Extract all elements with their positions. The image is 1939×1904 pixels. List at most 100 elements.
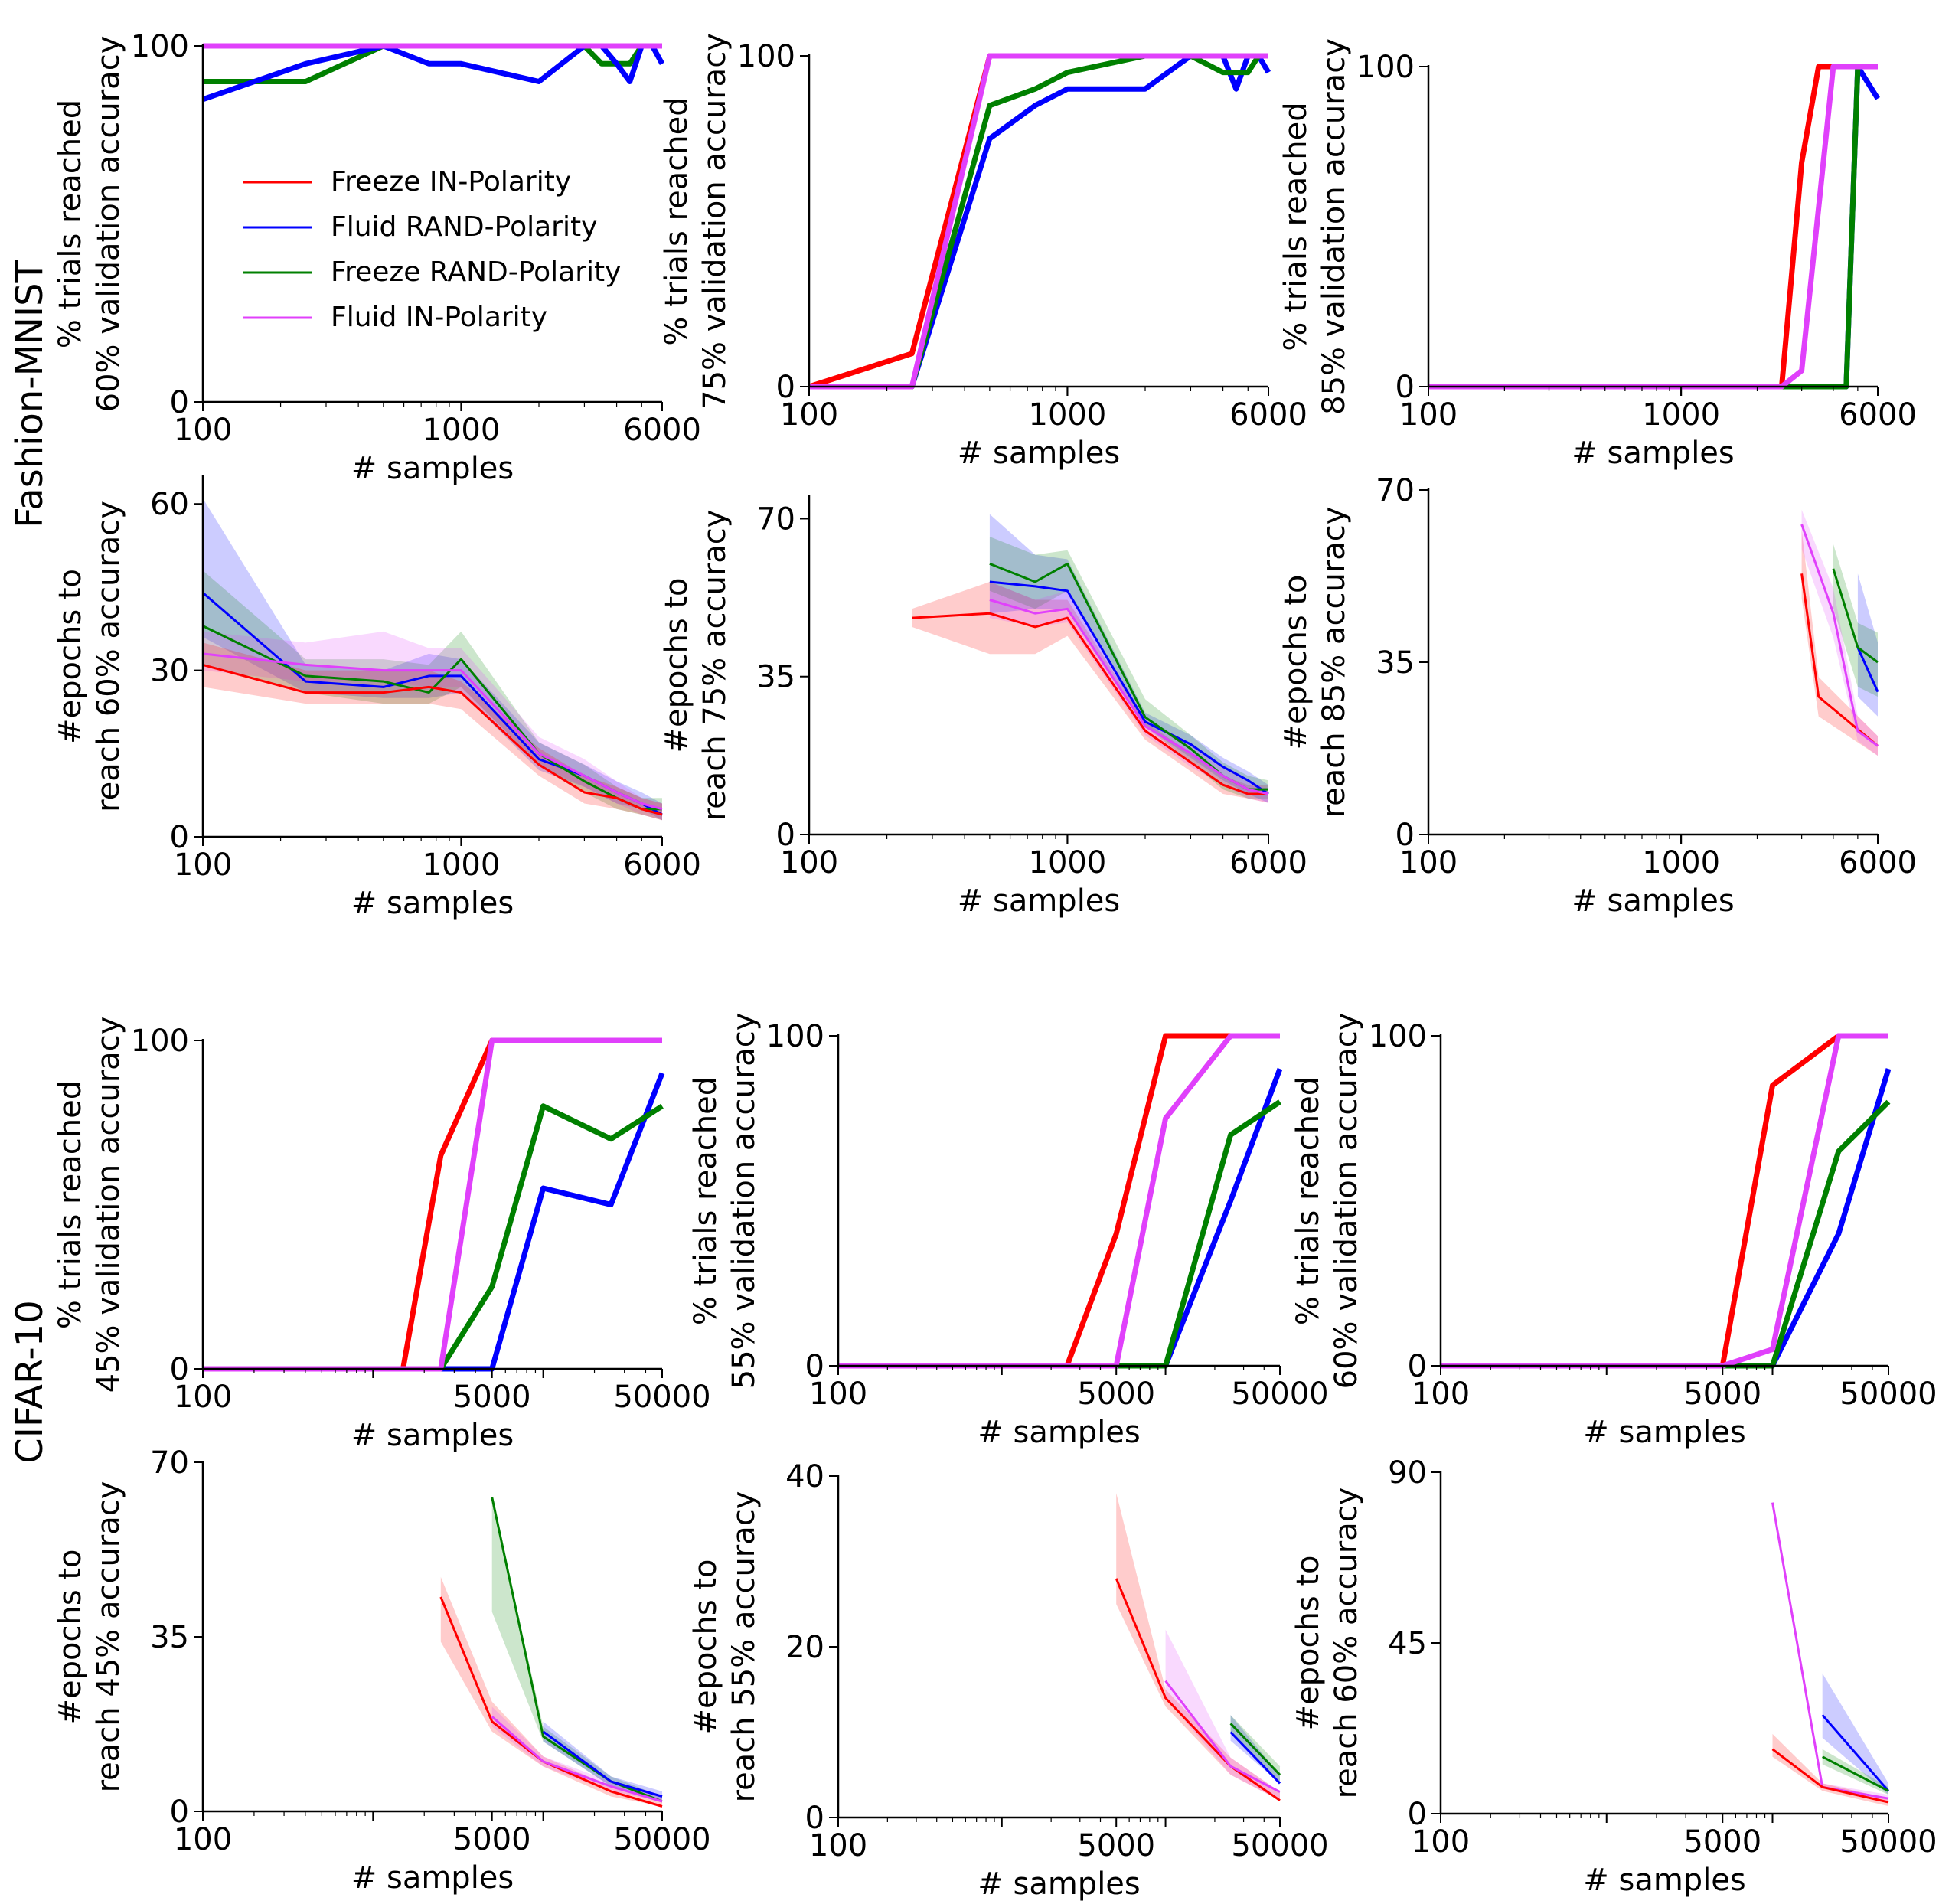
x-axis-label: # samples — [1572, 883, 1735, 919]
y-axis-label: % trials reached — [1291, 1076, 1326, 1325]
subplot-p30: 100 5000 50000 0 35 70 # samples #epochs to reac… — [53, 1445, 711, 1896]
subplot-p32: 100 5000 50000 0 45 90 # samples #epochs to reac… — [1291, 1455, 1937, 1898]
x-tick-label: 100 — [809, 1377, 867, 1412]
x-axis-label: # samples — [978, 1866, 1141, 1902]
x-axis-label: # samples — [958, 883, 1121, 919]
x-tick-label: 100 — [1399, 397, 1458, 433]
legend-label-fluid-rand: Fluid RAND-Polarity — [331, 211, 597, 243]
y-axis-label: % trials reached — [659, 96, 694, 345]
y-axis-label: % trials reached — [1278, 102, 1314, 351]
y-axis-label: #epochs to — [1278, 574, 1314, 750]
line-freeze_in — [1428, 64, 1878, 390]
y-tick-label: 100 — [737, 39, 795, 74]
y-tick-label: 70 — [150, 1445, 189, 1481]
x-axis-label: # samples — [351, 451, 514, 486]
x-tick-label: 1000 — [1029, 845, 1107, 880]
band-freeze_in — [440, 1576, 662, 1807]
x-axis-label: # samples — [1583, 1415, 1746, 1450]
y-axis-label: 60% validation accuracy — [91, 36, 126, 413]
x-tick-label: 50000 — [613, 1380, 710, 1415]
line-freeze_rand — [1441, 1099, 1891, 1369]
y-tick-label: 45 — [1388, 1626, 1427, 1661]
line-fluid_rand — [809, 53, 1271, 390]
y-tick-label: 40 — [785, 1459, 824, 1494]
band-fluid_in — [203, 631, 662, 821]
x-axis-label: # samples — [351, 1418, 514, 1453]
y-tick-label: 20 — [785, 1630, 824, 1665]
x-tick-label: 100 — [174, 1822, 232, 1857]
line-freeze_rand — [1832, 568, 1879, 664]
band-fluid_in — [989, 582, 1268, 803]
line-fluid_in — [202, 652, 663, 811]
line-fluid_rand — [542, 1730, 663, 1798]
legend-label-freeze-rand: Freeze RAND-Polarity — [331, 256, 621, 288]
x-tick-label: 100 — [1412, 1824, 1470, 1860]
line-fluid_rand — [838, 1067, 1283, 1369]
x-tick-label: 6000 — [623, 413, 701, 448]
x-tick-label: 1000 — [1642, 397, 1720, 433]
line-fluid_in — [1800, 524, 1879, 747]
line-freeze_in — [203, 1037, 662, 1372]
line-freeze_in — [202, 663, 663, 816]
band-fluid_rand — [203, 498, 662, 821]
y-axis-label: #epochs to — [53, 569, 88, 744]
x-tick-label: 50000 — [1231, 1828, 1328, 1863]
y-tick-label: 0 — [170, 820, 189, 855]
x-axis-label: # samples — [1572, 436, 1735, 471]
x-axis-label: # samples — [351, 886, 514, 921]
x-tick-label: 100 — [174, 413, 232, 448]
band-fluid_in — [1165, 1629, 1280, 1801]
line-fluid_in — [1164, 1680, 1281, 1793]
x-tick-label: 1000 — [423, 413, 501, 448]
line-freeze_rand — [1229, 1723, 1281, 1776]
x-axis-label: # samples — [1583, 1863, 1746, 1898]
line-fluid_rand — [203, 1072, 665, 1372]
x-tick-label: 100 — [780, 397, 838, 433]
band-fluid_rand — [989, 514, 1268, 803]
y-tick-label: 0 — [1408, 1349, 1427, 1384]
x-tick-label: 6000 — [1229, 845, 1307, 880]
y-axis-label: reach 60% accuracy — [1329, 1488, 1364, 1799]
x-tick-label: 1000 — [1029, 397, 1107, 433]
y-tick-label: 70 — [756, 501, 795, 537]
subplot-p12: 100 1000 6000 0 35 70 # samples #epochs to reach… — [1278, 473, 1917, 919]
line-freeze_in — [1115, 1578, 1281, 1801]
y-tick-label: 35 — [1376, 645, 1415, 681]
y-tick-label: 100 — [1356, 50, 1415, 85]
y-tick-label: 35 — [756, 660, 795, 695]
line-freeze_rand — [838, 1099, 1281, 1369]
row-label-cifar-10: CIFAR-10 — [8, 1300, 51, 1464]
y-tick-label: 0 — [170, 385, 189, 420]
x-tick-label: 100 — [809, 1828, 867, 1863]
x-axis-label: # samples — [351, 1860, 514, 1896]
band-freeze_in — [203, 642, 662, 821]
y-axis-label: #epochs to — [659, 577, 694, 753]
x-tick-label: 50000 — [1839, 1824, 1937, 1860]
line-freeze_rand — [491, 1497, 663, 1803]
y-axis-label: 85% validation accuracy — [1317, 38, 1352, 415]
subplot-p11: 100 1000 6000 0 35 70 # samples #epochs to reach… — [659, 495, 1307, 919]
y-axis-label: 75% validation accuracy — [697, 33, 733, 410]
y-axis-label: % trials reached — [53, 100, 88, 348]
x-tick-label: 100 — [174, 1380, 232, 1415]
y-tick-label: 60 — [150, 487, 189, 522]
x-tick-label: 5000 — [453, 1822, 531, 1857]
y-tick-label: 0 — [805, 1349, 824, 1384]
x-tick-label: 1000 — [1642, 845, 1720, 880]
x-tick-label: 5000 — [453, 1380, 531, 1415]
x-tick-label: 5000 — [1683, 1824, 1761, 1860]
x-tick-label: 100 — [174, 847, 232, 883]
y-tick-label: 100 — [766, 1019, 824, 1054]
y-axis-label: 45% validation accuracy — [91, 1017, 126, 1393]
line-freeze_rand — [1822, 1755, 1889, 1792]
x-tick-label: 5000 — [1683, 1377, 1761, 1412]
y-tick-label: 30 — [150, 654, 189, 689]
y-axis-label: reach 75% accuracy — [697, 510, 733, 821]
y-tick-label: 90 — [1388, 1455, 1427, 1491]
